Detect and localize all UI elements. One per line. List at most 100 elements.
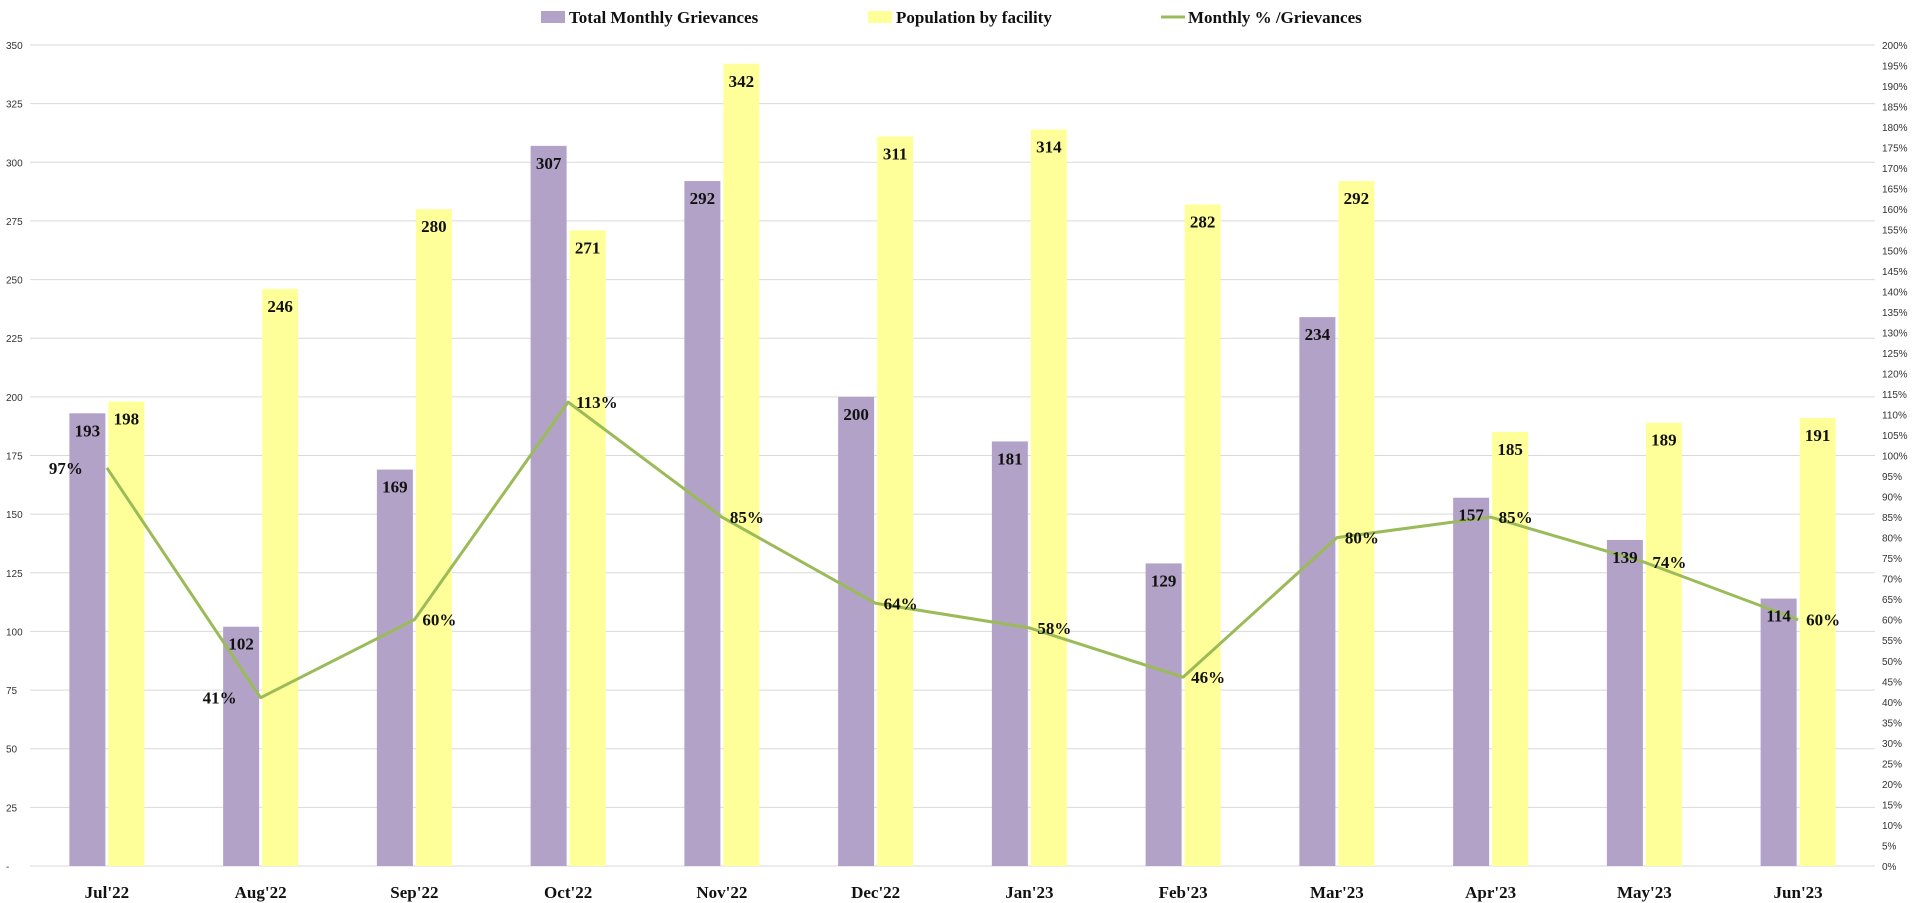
bar-population	[723, 63, 760, 867]
right-tick-label: 35%	[1882, 718, 1902, 729]
data-label-percent: 85%	[730, 508, 764, 527]
category-label: Dec'22	[851, 883, 900, 902]
right-tick-label: 180%	[1882, 123, 1908, 134]
data-label-grievances: 129	[1151, 571, 1177, 590]
category-label: Aug'22	[235, 883, 287, 902]
right-tick-label: 150%	[1882, 246, 1908, 257]
right-tick-label: 10%	[1882, 821, 1902, 832]
right-tick-label: 75%	[1882, 554, 1902, 565]
percent-line	[105, 400, 1799, 700]
left-tick-label: 250	[6, 276, 23, 287]
data-label-population: 198	[114, 410, 140, 429]
left-tick-label: 325	[6, 100, 23, 111]
right-tick-label: 95%	[1882, 472, 1902, 483]
right-tick-label: 145%	[1882, 267, 1908, 278]
category-labels: Jul'22 Aug'22 Sep'22 Oct'22 Nov'22 Dec'22 Jan'…	[85, 883, 1823, 902]
right-tick-label: 50%	[1882, 657, 1902, 668]
data-label-percent: 80%	[1345, 529, 1379, 548]
legend: Total Monthly Grievances Population by f…	[541, 8, 1362, 27]
left-tick-label: 175	[6, 452, 23, 463]
category-label: May'23	[1617, 883, 1672, 902]
right-tick-label: 85%	[1882, 513, 1902, 524]
data-labels: 193 198 102 246 169 280 307 271 292 342 200 311 181 3…	[49, 72, 1840, 708]
bar-grievances	[838, 396, 875, 866]
right-tick-label: 165%	[1882, 185, 1908, 196]
category-label: Jun'23	[1774, 883, 1823, 902]
left-tick-label: 200	[6, 393, 23, 404]
right-tick-label: 190%	[1882, 82, 1908, 93]
right-tick-label: 25%	[1882, 759, 1902, 770]
data-label-grievances: 307	[536, 154, 562, 173]
data-label-grievances: 181	[997, 449, 1023, 468]
data-label-population: 292	[1344, 189, 1370, 208]
right-tick-label: 20%	[1882, 780, 1902, 791]
data-label-grievances: 139	[1612, 548, 1638, 567]
bar-population	[1799, 417, 1836, 866]
right-tick-label: 200%	[1882, 41, 1908, 52]
bar-grievances	[1760, 598, 1797, 866]
line-percent	[105, 400, 1799, 700]
category-label: Jul'22	[85, 883, 129, 902]
left-axis-ticks: - 25 50 75 100 125 150 175 200 225 250 275 300 325 350	[6, 41, 23, 873]
data-label-population: 191	[1805, 426, 1831, 445]
grid-lines	[30, 44, 1875, 867]
bar-population	[415, 209, 452, 866]
data-label-percent: 60%	[422, 611, 456, 630]
data-label-population: 342	[729, 72, 755, 91]
left-tick-label: 125	[6, 569, 23, 580]
bar-grievances	[1606, 539, 1643, 866]
bar-population	[262, 288, 299, 866]
left-tick-label: 100	[6, 627, 23, 638]
right-tick-label: 175%	[1882, 144, 1908, 155]
data-label-grievances: 200	[843, 405, 869, 424]
right-tick-label: 105%	[1882, 431, 1908, 442]
legend-swatch-population	[868, 11, 892, 23]
data-label-population: 271	[575, 238, 601, 257]
bar-population	[1645, 422, 1682, 866]
right-tick-label: 15%	[1882, 800, 1902, 811]
right-tick-label: 65%	[1882, 595, 1902, 606]
legend-item-grievances: Total Monthly Grievances	[541, 8, 759, 27]
right-tick-label: 185%	[1882, 103, 1908, 114]
data-label-grievances: 292	[690, 189, 716, 208]
right-tick-label: 130%	[1882, 328, 1908, 339]
left-tick-label: 350	[6, 41, 23, 52]
right-tick-label: 70%	[1882, 575, 1902, 586]
right-tick-label: 0%	[1882, 862, 1897, 873]
legend-label-grievances: Total Monthly Grievances	[569, 8, 759, 27]
data-label-percent: 41%	[203, 689, 237, 708]
left-tick-label: 300	[6, 158, 23, 169]
data-label-population: 246	[267, 297, 293, 316]
left-tick-label: -	[6, 862, 9, 873]
bar-grievances	[376, 469, 413, 866]
data-label-grievances: 157	[1458, 506, 1484, 525]
bar-grievances	[530, 145, 567, 866]
right-tick-label: 5%	[1882, 841, 1897, 852]
data-label-grievances: 114	[1766, 607, 1791, 626]
data-label-population: 185	[1497, 440, 1523, 459]
data-label-grievances: 102	[228, 635, 254, 654]
data-label-grievances: 169	[382, 478, 408, 497]
right-tick-label: 160%	[1882, 205, 1908, 216]
right-tick-label: 170%	[1882, 164, 1908, 175]
legend-item-percent: Monthly % /Grievances	[1161, 8, 1362, 27]
right-tick-label: 40%	[1882, 698, 1902, 709]
category-label: Feb'23	[1159, 883, 1208, 902]
bar-grievances	[69, 413, 106, 866]
right-tick-label: 90%	[1882, 493, 1902, 504]
bar-population	[108, 401, 145, 866]
legend-label-percent: Monthly % /Grievances	[1188, 8, 1362, 27]
left-tick-label: 150	[6, 510, 23, 521]
legend-item-population: Population by facility	[868, 8, 1052, 27]
data-label-percent: 113%	[576, 393, 618, 412]
legend-label-population: Population by facility	[896, 8, 1052, 27]
data-label-percent: 58%	[1037, 619, 1071, 638]
data-label-population: 282	[1190, 213, 1216, 232]
category-label: Jan'23	[1005, 883, 1053, 902]
right-tick-label: 120%	[1882, 369, 1908, 380]
bar-population	[877, 136, 914, 867]
category-label: Mar'23	[1310, 883, 1364, 902]
bar-grievances	[1299, 317, 1336, 866]
